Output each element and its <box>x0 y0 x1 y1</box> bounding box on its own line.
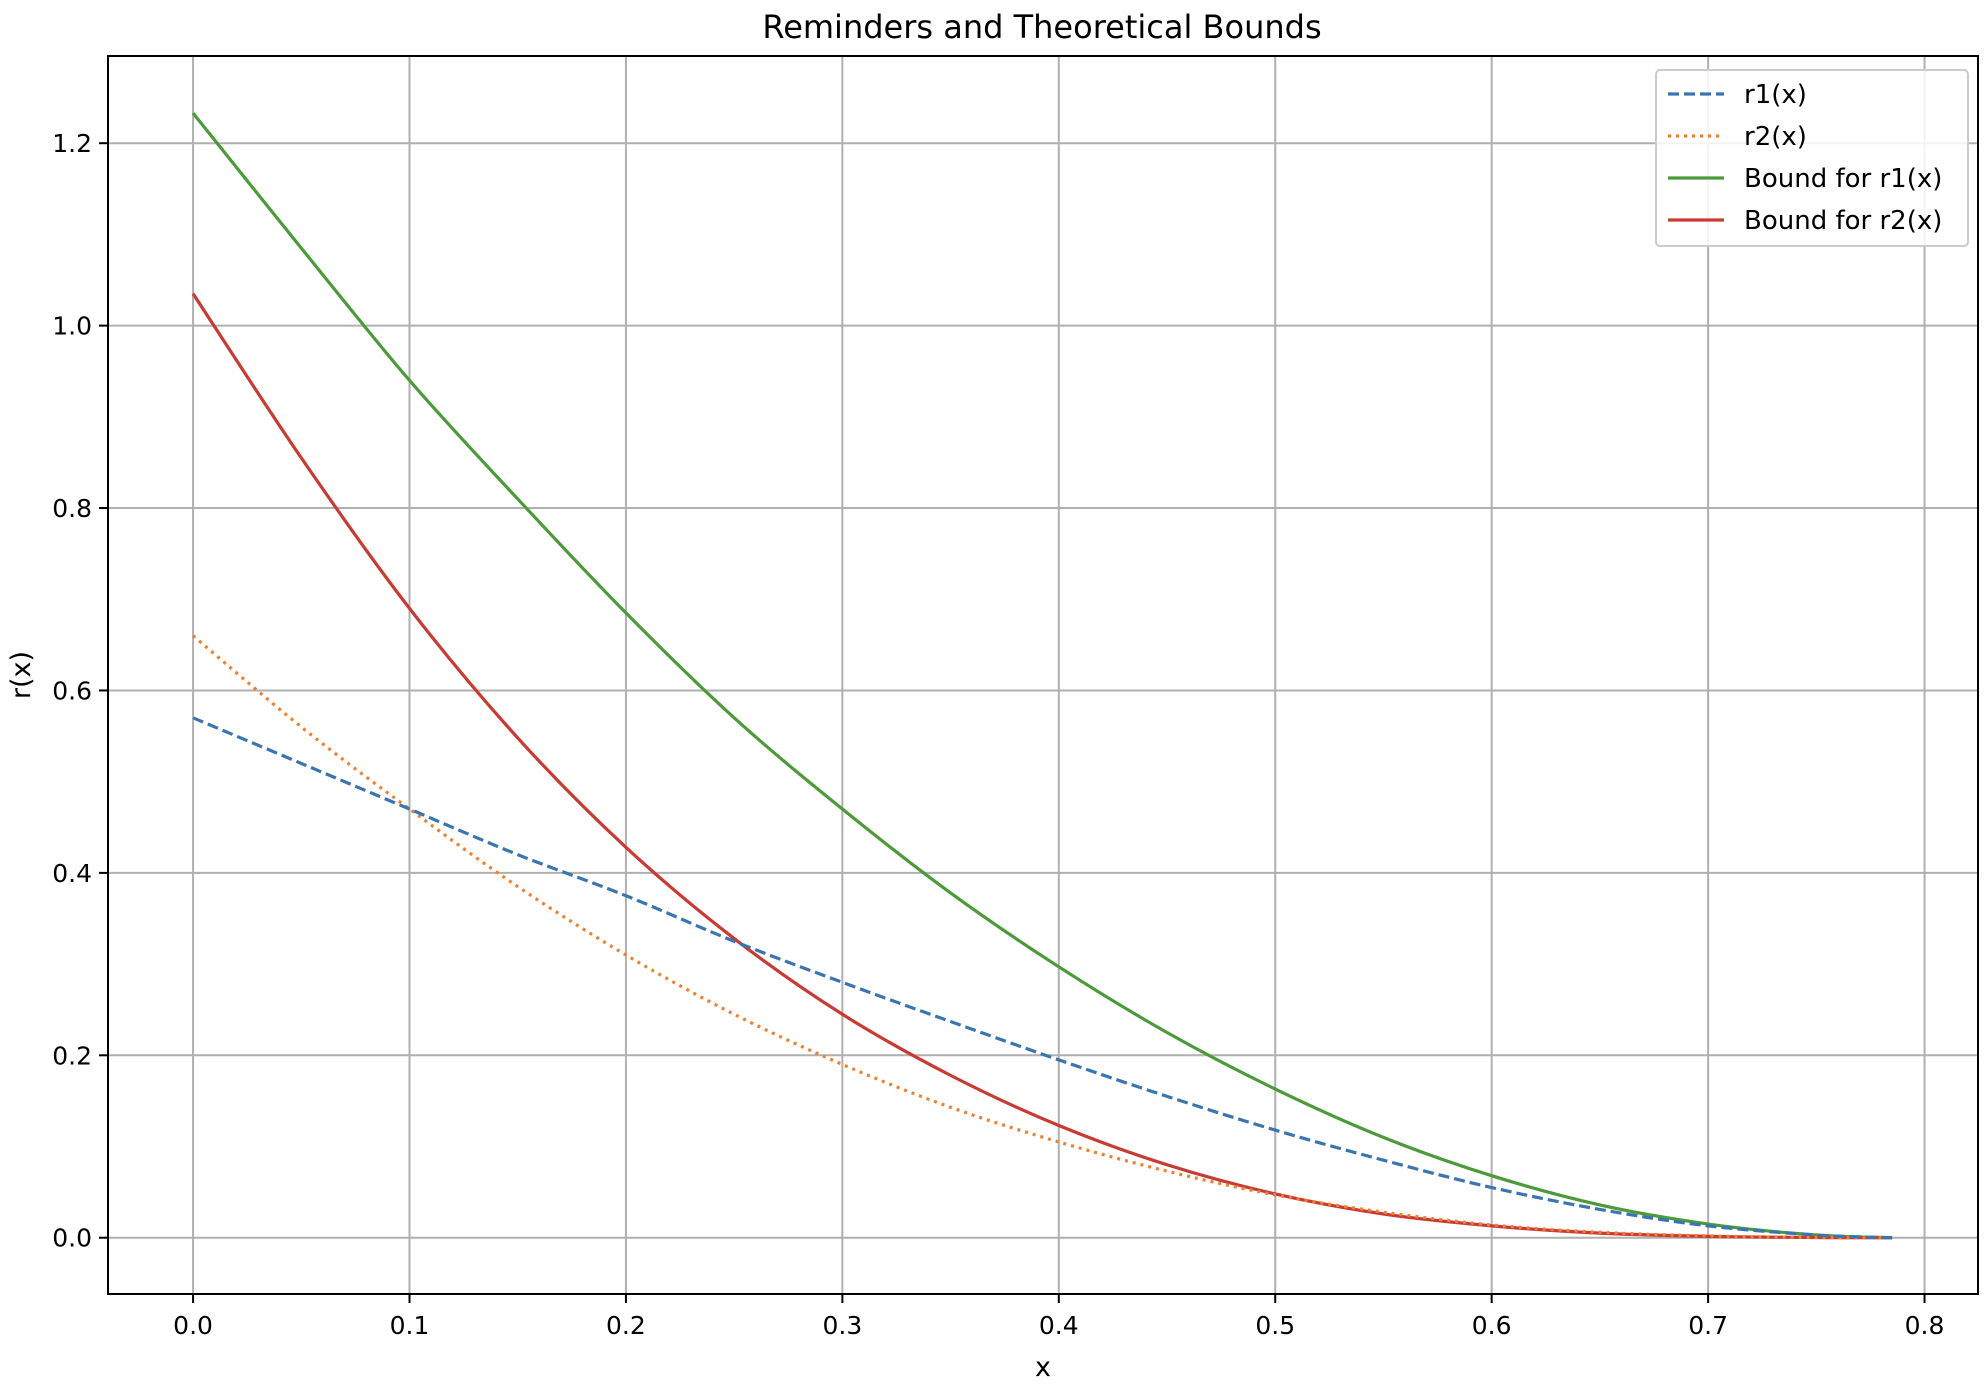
ticks: 0.0 0.1 0.2 0.3 0.4 0.5 0.6 0.7 0.8 0.0 0.2 0.4 0.6 0… <box>52 129 1944 1340</box>
x-tick-label: 0.1 <box>390 1311 430 1340</box>
x-tick-label: 0.8 <box>1905 1311 1945 1340</box>
y-tick-label: 0.2 <box>52 1041 92 1070</box>
x-tick-label: 0.3 <box>822 1311 862 1340</box>
legend-label: Bound for r1(x) <box>1744 164 1942 194</box>
y-tick-label: 1.2 <box>52 129 92 158</box>
legend-box <box>1655 69 1969 247</box>
legend: r1(x) r2(x) Bound for r1(x) Bound for r2(x) <box>1655 69 1969 247</box>
y-tick-label: 0.6 <box>52 676 92 705</box>
legend-label: r1(x) <box>1744 80 1807 110</box>
y-tick-label: 1.0 <box>52 312 92 341</box>
y-axis-label: r(x) <box>6 651 37 699</box>
series-group <box>191 112 1893 1240</box>
x-tick-label: 0.0 <box>173 1311 213 1340</box>
y-tick-label: 0.0 <box>52 1224 92 1253</box>
x-tick-label: 0.7 <box>1688 1311 1728 1340</box>
x-tick-label: 0.6 <box>1472 1311 1512 1340</box>
series-line-r2-x <box>192 634 1893 1240</box>
x-tick-label: 0.2 <box>606 1311 646 1340</box>
series-line-bound-for-r1-x <box>191 112 1893 1240</box>
y-tick-label: 0.8 <box>52 494 92 523</box>
legend-label: r2(x) <box>1744 122 1807 152</box>
x-tick-label: 0.5 <box>1255 1311 1295 1340</box>
legend-label: Bound for r2(x) <box>1744 206 1942 236</box>
x-tick-label: 0.4 <box>1039 1311 1079 1340</box>
chart-title: Reminders and Theoretical Bounds <box>762 8 1321 46</box>
series-line-r1-x <box>192 716 1893 1240</box>
x-axis-label: x <box>1035 1352 1051 1383</box>
plot-frame <box>107 55 1979 1295</box>
y-tick-label: 0.4 <box>52 859 92 888</box>
